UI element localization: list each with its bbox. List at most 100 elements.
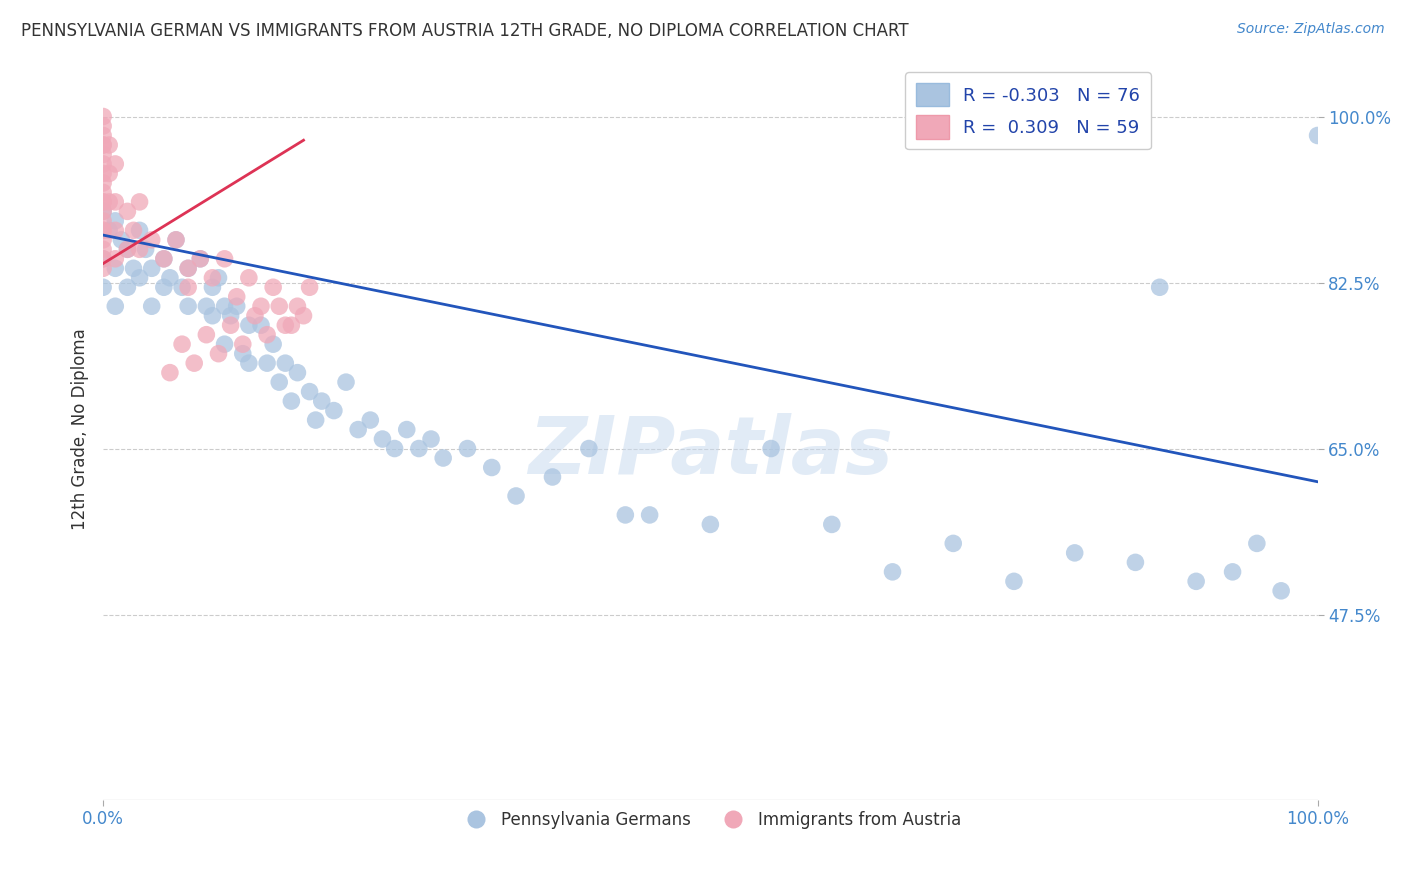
Point <box>1306 128 1329 143</box>
Point <box>1149 280 1171 294</box>
Text: Source: ZipAtlas.com: Source: ZipAtlas.com <box>1237 22 1385 37</box>
Point <box>541 470 564 484</box>
Point <box>1246 536 1268 550</box>
Point <box>505 489 527 503</box>
Point <box>91 138 114 153</box>
Point <box>942 536 965 550</box>
Point <box>882 565 904 579</box>
Point <box>1125 555 1147 569</box>
Point <box>159 270 181 285</box>
Point <box>207 270 229 285</box>
Point <box>638 508 661 522</box>
Point <box>219 318 242 333</box>
Point <box>232 346 254 360</box>
Point <box>207 346 229 360</box>
Point <box>91 110 114 124</box>
Point <box>408 442 430 456</box>
Text: PENNSYLVANIA GERMAN VS IMMIGRANTS FROM AUSTRIA 12TH GRADE, NO DIPLOMA CORRELATIO: PENNSYLVANIA GERMAN VS IMMIGRANTS FROM A… <box>21 22 908 40</box>
Point <box>153 280 176 294</box>
Point <box>91 128 114 143</box>
Point <box>456 442 478 456</box>
Point <box>305 413 328 427</box>
Point <box>699 517 721 532</box>
Point <box>141 299 163 313</box>
Point <box>614 508 637 522</box>
Point <box>238 318 260 333</box>
Point <box>104 223 127 237</box>
Point <box>274 356 297 370</box>
Point <box>578 442 600 456</box>
Point <box>177 280 200 294</box>
Point <box>262 337 284 351</box>
Point <box>122 223 145 237</box>
Point <box>188 252 211 266</box>
Point <box>117 243 139 257</box>
Point <box>159 366 181 380</box>
Point <box>225 299 247 313</box>
Point <box>104 252 127 266</box>
Point <box>98 194 121 209</box>
Point <box>201 270 224 285</box>
Point <box>91 252 114 266</box>
Point <box>481 460 503 475</box>
Point <box>759 442 782 456</box>
Point <box>1002 574 1025 589</box>
Point <box>153 252 176 266</box>
Point <box>91 147 114 161</box>
Point <box>165 233 187 247</box>
Point <box>250 318 273 333</box>
Point <box>177 261 200 276</box>
Point <box>335 375 357 389</box>
Legend: Pennsylvania Germans, Immigrants from Austria: Pennsylvania Germans, Immigrants from Au… <box>453 805 967 836</box>
Point <box>292 309 315 323</box>
Point <box>153 252 176 266</box>
Point <box>311 394 333 409</box>
Point <box>104 157 127 171</box>
Point <box>280 318 302 333</box>
Y-axis label: 12th Grade, No Diploma: 12th Grade, No Diploma <box>72 328 89 531</box>
Point <box>287 299 309 313</box>
Point <box>98 138 121 153</box>
Point <box>232 337 254 351</box>
Text: ZIPatlas: ZIPatlas <box>527 413 893 491</box>
Point <box>256 356 278 370</box>
Point <box>104 194 127 209</box>
Point <box>104 261 127 276</box>
Point <box>91 194 114 209</box>
Point <box>91 214 114 228</box>
Point <box>91 261 114 276</box>
Point <box>98 223 121 237</box>
Point <box>298 384 321 399</box>
Point <box>256 327 278 342</box>
Point <box>219 309 242 323</box>
Point <box>195 327 218 342</box>
Point <box>104 299 127 313</box>
Point <box>91 223 114 237</box>
Point <box>1185 574 1208 589</box>
Point <box>274 318 297 333</box>
Point <box>243 309 266 323</box>
Point <box>91 194 114 209</box>
Point <box>177 299 200 313</box>
Point <box>91 223 114 237</box>
Point <box>91 186 114 200</box>
Point <box>91 204 114 219</box>
Point <box>1222 565 1244 579</box>
Point <box>269 375 291 389</box>
Point <box>135 243 157 257</box>
Point <box>287 366 309 380</box>
Point <box>91 252 114 266</box>
Point <box>117 280 139 294</box>
Point <box>214 252 236 266</box>
Point <box>104 214 127 228</box>
Point <box>347 423 370 437</box>
Point <box>117 243 139 257</box>
Point <box>128 223 150 237</box>
Point <box>214 299 236 313</box>
Point <box>91 204 114 219</box>
Point <box>262 280 284 294</box>
Point <box>1270 583 1292 598</box>
Point <box>238 270 260 285</box>
Point <box>128 243 150 257</box>
Point <box>188 252 211 266</box>
